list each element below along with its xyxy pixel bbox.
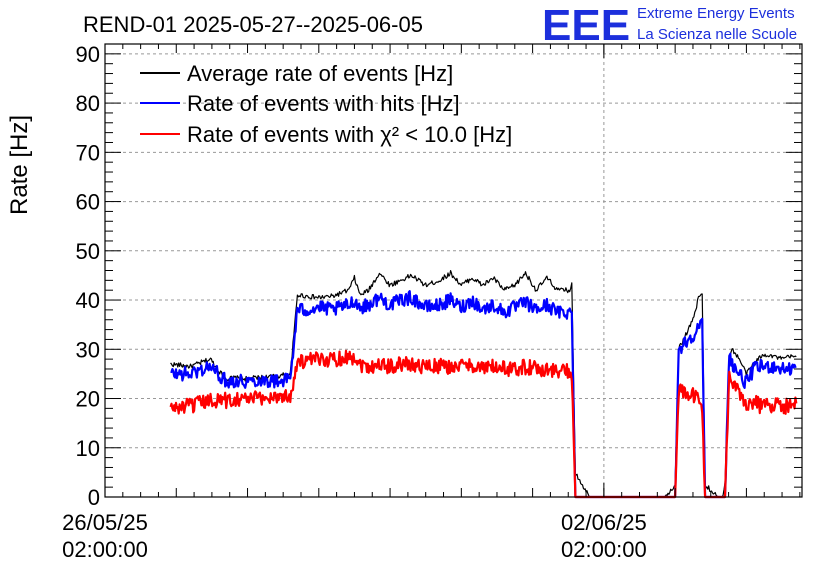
y-tick-label: 70 xyxy=(76,140,100,165)
label-layer: 010203040506070809026/05/2502:00:0002/06… xyxy=(62,42,647,562)
y-tick-label: 80 xyxy=(76,91,100,116)
x-tick-time: 02:00:00 xyxy=(62,537,148,562)
x-tick-time: 02:00:00 xyxy=(561,537,647,562)
logo-line-2: La Scienza nelle Scuole xyxy=(637,26,797,43)
y-tick-label: 10 xyxy=(76,436,100,461)
x-tick-date: 26/05/25 xyxy=(62,510,148,535)
y-tick-label: 20 xyxy=(76,387,100,412)
legend-entry-chi2: Rate of events with χ² < 10.0 [Hz] xyxy=(140,122,512,147)
legend-label-hits: Rate of events with hits [Hz] xyxy=(187,91,460,116)
series-line-2 xyxy=(169,349,798,499)
legend-label-chi2: Rate of events with χ² < 10.0 [Hz] xyxy=(187,122,512,147)
legend: Average rate of events [Hz] Rate of even… xyxy=(140,61,512,147)
legend-label-average: Average rate of events [Hz] xyxy=(187,61,453,86)
eee-logo: EEE Extreme Energy Events La Scienza nel… xyxy=(542,1,797,50)
legend-entry-average: Average rate of events [Hz] xyxy=(140,61,453,86)
y-tick-label: 50 xyxy=(76,239,100,264)
y-axis-label: Rate [Hz] xyxy=(6,115,33,215)
logo-line-1: Extreme Energy Events xyxy=(637,5,795,22)
logo-letters: EEE xyxy=(542,1,630,50)
chart-title: REND-01 2025-05-27--2025-06-05 xyxy=(83,12,423,37)
y-tick-label: 90 xyxy=(76,42,100,67)
tick-layer xyxy=(104,43,802,498)
x-tick-date: 02/06/25 xyxy=(561,510,647,535)
y-tick-label: 30 xyxy=(76,337,100,362)
y-tick-label: 0 xyxy=(88,485,100,510)
legend-entry-hits: Rate of events with hits [Hz] xyxy=(140,91,460,116)
y-tick-label: 40 xyxy=(76,288,100,313)
series-layer xyxy=(169,270,798,499)
y-tick-label: 60 xyxy=(76,190,100,215)
series-line-1 xyxy=(170,290,797,499)
